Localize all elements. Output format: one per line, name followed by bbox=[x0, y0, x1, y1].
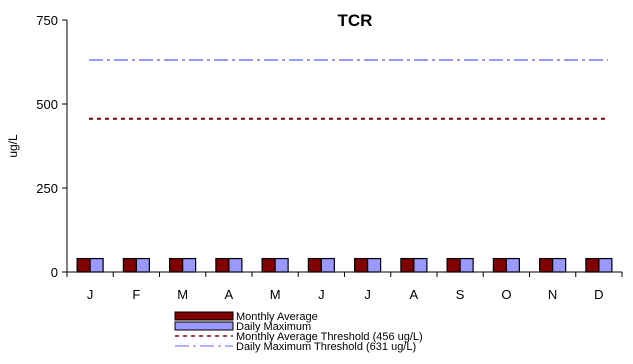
bar bbox=[367, 257, 382, 273]
y-tick-label: 0 bbox=[51, 265, 58, 280]
bar bbox=[182, 257, 197, 273]
bar bbox=[539, 257, 554, 273]
bar bbox=[122, 257, 137, 273]
bar bbox=[76, 257, 91, 273]
bar bbox=[228, 257, 243, 273]
bar bbox=[459, 257, 474, 273]
bar bbox=[354, 257, 369, 273]
threshold-lines bbox=[89, 58, 608, 120]
bar bbox=[89, 257, 104, 273]
x-tick-label: J bbox=[318, 287, 325, 302]
x-tick-label: F bbox=[132, 287, 140, 302]
bar bbox=[169, 257, 184, 273]
legend-label: Monthly Average bbox=[236, 311, 318, 323]
x-tick-label: S bbox=[456, 287, 465, 302]
x-tick-label: N bbox=[548, 287, 557, 302]
y-tick-label: 500 bbox=[36, 97, 58, 112]
y-axis: 0 250 500 750 bbox=[36, 13, 68, 280]
x-tick-label: M bbox=[270, 287, 281, 302]
legend-swatch bbox=[174, 311, 234, 321]
legend-label: Daily Maximum bbox=[236, 321, 311, 333]
bar bbox=[215, 257, 230, 273]
x-tick-label: A bbox=[225, 287, 234, 302]
x-tick-label: A bbox=[410, 287, 419, 302]
y-tick-label: 250 bbox=[36, 181, 58, 196]
legend-swatch bbox=[174, 321, 234, 331]
x-tick-label: J bbox=[364, 287, 371, 302]
x-tick-label: M bbox=[177, 287, 188, 302]
bar bbox=[598, 257, 613, 273]
bar bbox=[320, 257, 335, 273]
bar bbox=[413, 257, 428, 273]
bar bbox=[307, 257, 322, 273]
x-tick-label: O bbox=[501, 287, 511, 302]
legend-label: Monthly Average Threshold (456 ug/L) bbox=[236, 331, 423, 343]
bar bbox=[492, 257, 507, 273]
bars bbox=[76, 257, 613, 273]
y-axis-label: ug/L bbox=[6, 134, 20, 158]
bar bbox=[274, 257, 289, 273]
y-tick-label: 750 bbox=[36, 13, 58, 28]
legend-label: Daily Maximum Threshold (631 ug/L) bbox=[236, 341, 416, 353]
chart-title: TCR bbox=[338, 11, 373, 30]
x-tick-label: D bbox=[594, 287, 603, 302]
bar bbox=[135, 257, 150, 273]
bar bbox=[261, 257, 276, 273]
bar bbox=[400, 257, 415, 273]
bar bbox=[505, 257, 520, 273]
bar bbox=[552, 257, 567, 273]
bar bbox=[585, 257, 600, 273]
x-tick-label: J bbox=[87, 287, 94, 302]
bar bbox=[446, 257, 461, 273]
